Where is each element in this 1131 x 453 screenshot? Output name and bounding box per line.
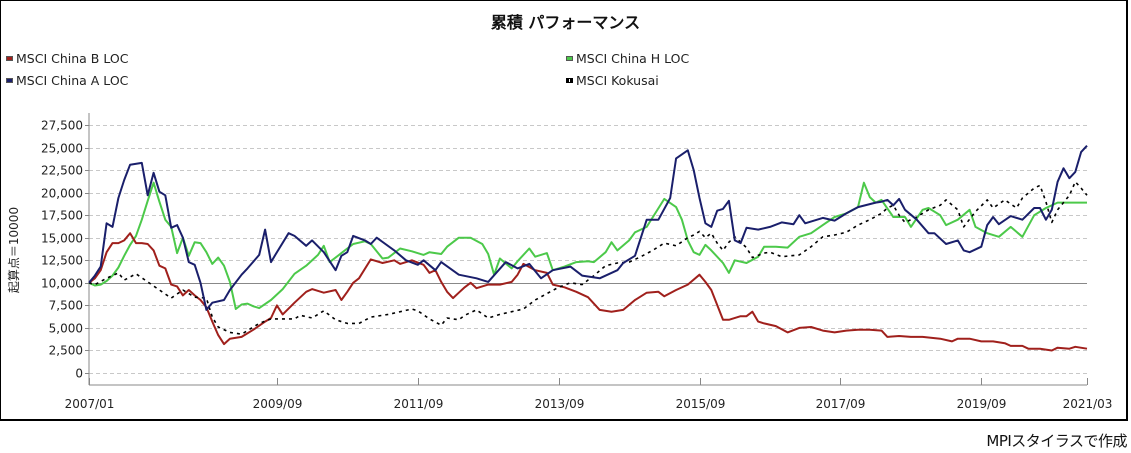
x-tick-label: 2013/09: [535, 397, 585, 411]
x-tick-label: 2011/09: [394, 397, 444, 411]
legend-label: MSCI China B LOC: [16, 51, 129, 66]
y-axis: 0 2,500 5,000 7,500 10,000 12,500 15,000 17,500…: [41, 113, 90, 385]
legend-swatch-icon: [566, 78, 573, 83]
y-tick-label: 25,000: [41, 142, 83, 156]
legend-item-kokusai: MSCI Kokusai: [566, 73, 659, 88]
series-line-msci-china-h-loc: [88, 181, 1087, 310]
chart-frame: [0, 0, 1128, 421]
legend-swatch-icon: [6, 56, 13, 61]
y-tick-label: 10,000: [41, 277, 83, 291]
series-line-msci-kokusai: [88, 181, 1088, 335]
legend-label: MSCI China A LOC: [16, 73, 129, 88]
y-axis-label: 起算点＝10000: [6, 207, 21, 293]
legend-item-china-a: MSCI China A LOC: [6, 73, 128, 88]
legend-label: MSCI Kokusai: [576, 73, 659, 88]
x-axis: 2007/01 2009/09 2011/09 2013/09 2015/09 2017/…: [65, 378, 1113, 411]
y-tick-label: 5,000: [49, 322, 83, 336]
x-tick-label: 2019/09: [957, 397, 1007, 411]
chart-title: 累積 パフォーマンス: [490, 13, 641, 32]
x-tick-label: 2021/03: [1063, 397, 1113, 411]
series-line-msci-china-a-loc: [88, 145, 1088, 311]
x-tick-label: 2009/09: [253, 397, 303, 411]
series-line-msci-china-b-loc: [88, 232, 1088, 352]
y-tick-label: 12,500: [41, 254, 83, 268]
x-tick-label: 2017/09: [816, 397, 866, 411]
x-tick-label: 2015/09: [676, 397, 726, 411]
y-tick-label: 0: [75, 367, 83, 381]
chart-plot: 0 2,500 5,000 7,500 10,000 12,500 15,000 17,500…: [6, 113, 1113, 411]
y-tick-label: 17,500: [41, 209, 83, 223]
x-tick-label: 2007/01: [65, 397, 115, 411]
legend-item-china-h: MSCI China H LOC: [566, 51, 689, 66]
legend-swatch-icon: [566, 56, 573, 61]
legend-item-china-b: MSCI China B LOC: [6, 51, 128, 66]
y-tick-label: 15,000: [41, 232, 83, 246]
y-tick-label: 22,500: [41, 164, 83, 178]
y-tick-label: 27,500: [41, 119, 83, 133]
series-lines: [88, 145, 1088, 352]
legend-label: MSCI China H LOC: [576, 51, 690, 66]
y-tick-label: 20,000: [41, 187, 83, 201]
legend-swatch-icon: [6, 78, 13, 83]
gridlines: [89, 125, 1087, 374]
y-tick-label: 2,500: [49, 344, 83, 358]
y-tick-label: 7,500: [49, 299, 83, 313]
credit-text: MPIスタイラスで作成: [986, 432, 1127, 450]
